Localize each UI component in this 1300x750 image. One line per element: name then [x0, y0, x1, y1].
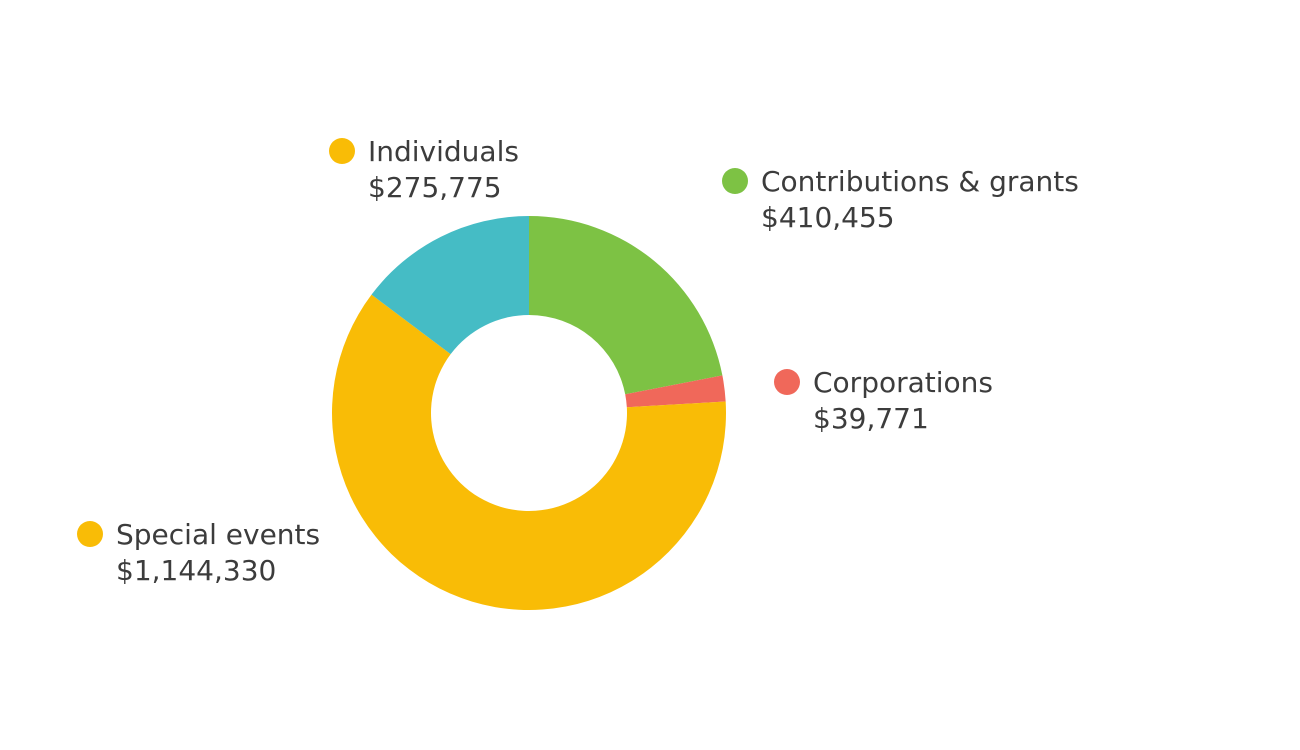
legend-dot-corporations	[774, 369, 800, 395]
label-special-events: Special events $1,144,330	[77, 517, 321, 589]
slice-corporations	[625, 375, 726, 408]
slice-special	[332, 294, 726, 610]
slice-contributions	[529, 216, 723, 395]
label-special-events-value: $1,144,330	[116, 554, 277, 587]
label-individuals-value: $275,775	[368, 171, 502, 204]
label-individuals-name: Individuals	[368, 135, 519, 168]
label-contributions-value: $410,455	[761, 201, 895, 234]
legend-dot-individuals	[329, 138, 355, 164]
legend-dot-contributions	[722, 168, 748, 194]
label-corporations: Corporations $39,771	[774, 365, 993, 437]
label-corporations-value: $39,771	[813, 402, 929, 435]
label-individuals: Individuals $275,775	[329, 134, 519, 206]
label-contributions-name: Contributions & grants	[761, 165, 1079, 198]
legend-dot-special-events	[77, 521, 103, 547]
slice-individuals	[371, 216, 529, 355]
label-corporations-name: Corporations	[813, 366, 993, 399]
label-contributions: Contributions & grants $410,455	[722, 164, 1079, 236]
label-special-events-name: Special events	[116, 518, 321, 551]
